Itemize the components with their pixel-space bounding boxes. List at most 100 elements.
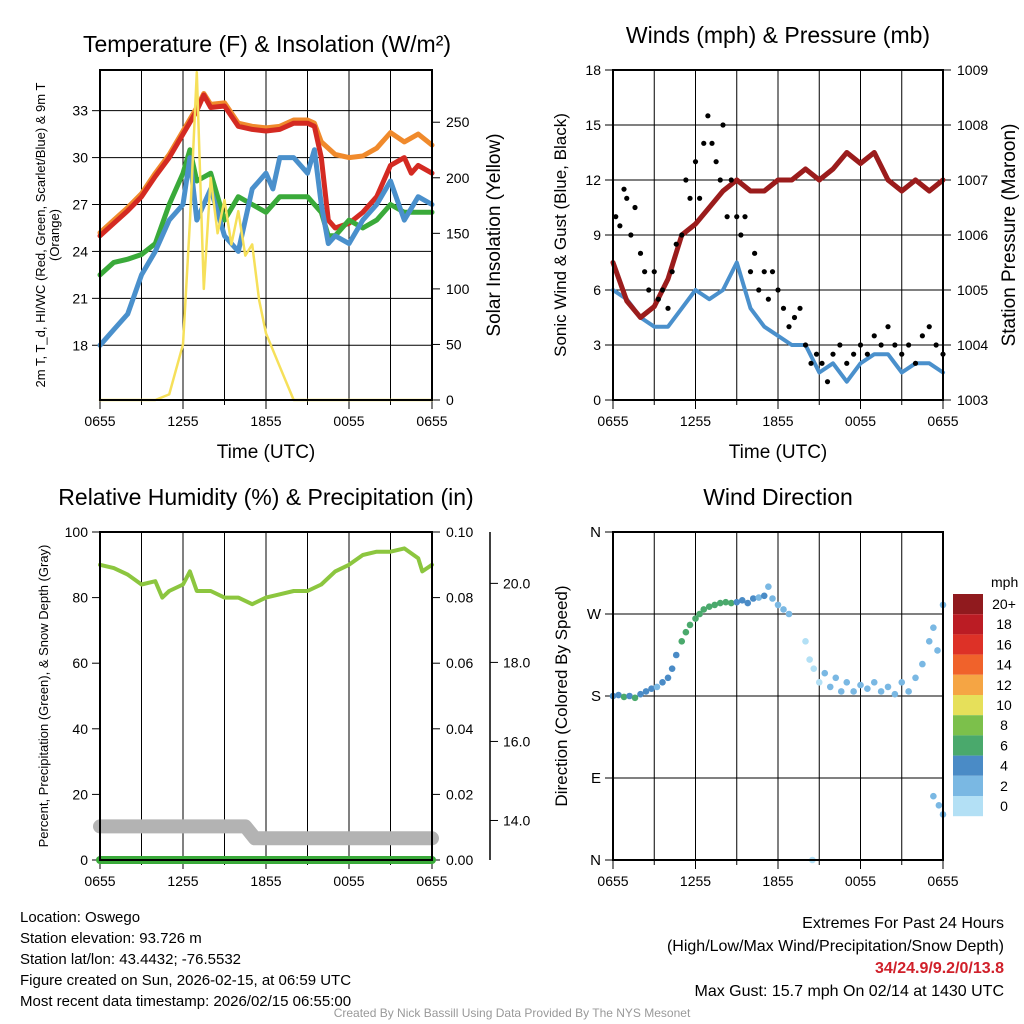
x-tick-label: 1855	[762, 413, 793, 429]
plot-border	[99, 531, 433, 861]
gust-point	[651, 269, 657, 275]
series-hi-wc	[97, 147, 435, 348]
gust-point	[659, 287, 666, 293]
x-tick-label: 0055	[845, 413, 876, 429]
direction-point	[642, 688, 650, 695]
direction-point	[631, 694, 639, 702]
direction-point	[648, 685, 655, 693]
legend-label: 18	[996, 616, 1012, 632]
series-2m-t	[97, 92, 435, 239]
direction-point	[705, 603, 713, 611]
series-station-pressure	[610, 150, 946, 320]
direction-point	[905, 688, 912, 695]
extremes-title: Extremes For Past 24 Hours	[802, 915, 1004, 932]
gust-point	[697, 195, 703, 201]
x-tick-label: 1855	[250, 873, 281, 889]
legend-swatch	[953, 796, 983, 817]
direction-point	[837, 688, 845, 695]
gust-point	[926, 324, 932, 330]
gust-point	[621, 186, 627, 192]
precip-tick-label: 0.04	[446, 721, 473, 737]
gust-point	[655, 296, 661, 302]
created-time: Figure created on Sun, 2026-02-15, at 06…	[20, 972, 352, 989]
legend-label: 16	[996, 636, 1012, 652]
direction-point	[626, 692, 633, 700]
series-sonic-wind	[611, 260, 945, 384]
direction-point	[802, 638, 809, 645]
snow-tick-label: 20.0	[503, 575, 530, 591]
gust-point	[851, 351, 857, 357]
direction-point	[912, 674, 919, 682]
gust-point	[878, 342, 884, 348]
gust-point	[628, 232, 634, 238]
y-tick-label: 80	[72, 590, 88, 606]
legend-label: 2	[1000, 778, 1008, 794]
gust-point	[933, 342, 939, 348]
temp-y-axis-label: 2m T, T_d, HI/WC (Red, Green, Scarlet/Bl…	[33, 82, 62, 388]
x-tick-label: 0655	[84, 873, 115, 889]
direction-point	[722, 598, 730, 606]
direction-point	[832, 674, 840, 682]
y2-tick-label: 1006	[957, 227, 988, 243]
legend-swatch	[953, 634, 983, 655]
y2-axis-label: Solar Insolation (Yellow)	[484, 133, 505, 336]
legend-label: 10	[996, 697, 1012, 713]
direction-point	[891, 690, 899, 698]
direction-point	[760, 592, 768, 600]
y2-tick-label: 200	[446, 170, 470, 186]
direction-point	[930, 792, 937, 800]
precip-tick-label: 0.02	[446, 786, 473, 802]
location: Location: Oswego	[20, 909, 141, 926]
x-tick-label: 0655	[597, 413, 628, 429]
x-tick-label: 0655	[597, 873, 628, 889]
direction-point	[637, 690, 644, 698]
plot-border	[99, 69, 433, 401]
x-tick-label: 0655	[84, 413, 115, 429]
legend-swatch	[953, 695, 983, 716]
direction-point	[664, 674, 672, 682]
x-axis-label: Time (UTC)	[729, 442, 828, 463]
y2-tick-label: 150	[446, 225, 470, 241]
direction-point	[659, 679, 666, 686]
direction-point	[668, 665, 676, 672]
gust-point	[632, 204, 638, 211]
legend-swatch	[953, 614, 983, 635]
gust-point	[687, 195, 693, 201]
gust-point	[752, 250, 758, 256]
direction-point	[755, 594, 763, 601]
gust-point	[775, 287, 781, 293]
x-tick-label: 0655	[416, 873, 447, 889]
legend-swatch	[953, 674, 983, 695]
direction-point	[864, 685, 871, 693]
direction-point	[700, 606, 708, 613]
direction-point	[884, 683, 892, 691]
legend-label: 8	[1000, 717, 1008, 733]
gust-point	[892, 342, 898, 348]
gust-point	[780, 305, 787, 311]
gust-point	[642, 269, 648, 275]
credit-line: Created By Nick Bassill Using Data Provi…	[333, 1006, 691, 1020]
temp-chart-title: Temperature (F) & Insolation (W/m²)	[82, 31, 452, 57]
elevation: Station elevation: 93.726 m	[20, 930, 202, 947]
y2-tick-label: 250	[446, 114, 470, 130]
direction-point	[810, 665, 818, 672]
y-tick-label: 100	[65, 524, 89, 540]
y2-tick-label: 1007	[957, 172, 988, 188]
gust-point	[683, 177, 689, 183]
direction-point	[692, 615, 699, 622]
direction-point	[935, 802, 943, 809]
gust-point	[899, 351, 905, 357]
gust-point	[919, 333, 925, 339]
x-tick-label: 1255	[680, 413, 711, 429]
gust-point	[646, 287, 652, 293]
direction-point	[877, 688, 885, 695]
y-tick-label: 0	[593, 392, 601, 408]
y2-tick-label: 100	[446, 281, 470, 297]
gust-point	[756, 287, 762, 293]
x-tick-label: 1855	[762, 873, 793, 889]
x-tick-label: 0055	[845, 873, 876, 889]
gust-point	[761, 269, 767, 275]
gust-point	[844, 360, 850, 366]
